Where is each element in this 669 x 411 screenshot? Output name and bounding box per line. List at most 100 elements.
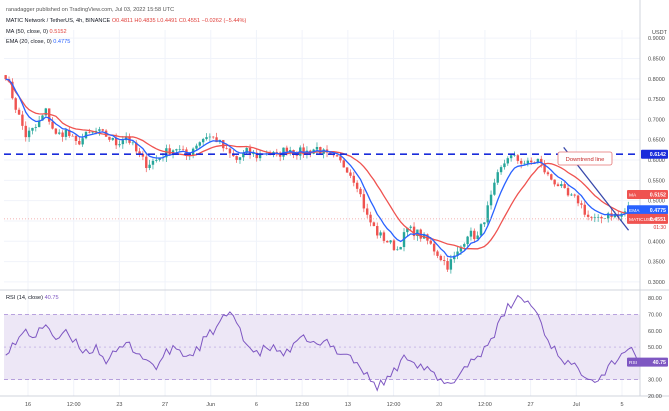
candle-body (71, 135, 74, 137)
rsi-tick-label: 50.00 (648, 345, 662, 351)
candle-body (54, 128, 58, 134)
candle-body (51, 121, 54, 129)
time-tick-label: 16 (25, 402, 31, 408)
candle-body (24, 125, 27, 138)
candle-body (14, 98, 17, 110)
candle-body (463, 244, 466, 247)
candle-body (242, 152, 245, 158)
ma-legend[interactable]: MA (50, close, 0) 0.5152 (6, 29, 67, 35)
candle-body (506, 158, 509, 164)
rsi-tick-label: 80.00 (648, 296, 662, 302)
rsi-tick-label: 20.00 (648, 394, 662, 400)
candle-body (101, 129, 104, 131)
candle-body (489, 194, 493, 206)
candle-body (550, 174, 553, 180)
candle-body (553, 179, 556, 185)
overlays: Downtrend line (4, 147, 640, 231)
candle-body (573, 194, 576, 196)
candle-body (345, 167, 349, 173)
rsi-tick-label: 60.00 (648, 329, 662, 335)
ma-price-tag: MA 0.5152 (627, 189, 668, 199)
time-tick-label: 13 (345, 402, 351, 408)
candle-body (34, 127, 38, 128)
ma-price-tag-bg (627, 189, 668, 199)
ma-price-tag-label: MA (629, 192, 637, 198)
ema-legend[interactable]: EMA (20, close, 0) 0.4775 (6, 39, 70, 45)
candle-body (429, 240, 432, 244)
candle-body (580, 203, 583, 205)
candle-body (27, 130, 31, 138)
candle-body (145, 156, 148, 169)
candle-body (78, 141, 81, 145)
candle-body (252, 152, 255, 155)
price-tick-label: 0.6500 (648, 138, 665, 144)
candle-body (530, 160, 533, 163)
candle-body (275, 151, 279, 153)
candle-body (175, 149, 178, 151)
candle-body (570, 194, 573, 196)
candle-body (523, 163, 526, 165)
candle-body (258, 153, 262, 159)
candle-body (473, 230, 476, 240)
candle-body (459, 246, 463, 252)
candle-body (359, 188, 362, 195)
rsi-legend-label: RSI (14, close) (6, 295, 43, 301)
candle-body (131, 142, 135, 144)
time-tick-label: Jul (573, 402, 580, 408)
candle-body (355, 182, 359, 189)
candle-body (121, 140, 125, 145)
candle-body (108, 136, 111, 140)
rsi-tick-label: 30.00 (648, 378, 662, 384)
candle-body (483, 222, 486, 225)
support-price-tag-bg (641, 149, 668, 159)
rsi-legend[interactable]: RSI (14, close) 40.75 (6, 295, 59, 301)
candle-body (255, 152, 258, 159)
candle-body (586, 214, 590, 217)
candle-body (148, 164, 151, 169)
price-tick-label: 0.3500 (648, 260, 665, 266)
rsi-value-tag-value: 40.75 (653, 360, 666, 366)
support-price-tag: 0.6142 (641, 149, 668, 159)
candle-body (442, 260, 446, 261)
price-tick-label: 0.5000 (648, 199, 665, 205)
candle-body (556, 184, 560, 187)
candle-body (590, 216, 593, 218)
candle-body (446, 260, 449, 270)
ma-legend-value: 0.5152 (49, 29, 67, 35)
candle-body (436, 251, 439, 256)
annotation-text: Downtrend line (566, 157, 605, 163)
candle-body (600, 216, 603, 219)
candle-body (61, 132, 64, 137)
candle-body (201, 139, 205, 143)
candle-body (11, 81, 14, 99)
time-tick-label: 5 (620, 402, 623, 408)
candle-body (165, 148, 168, 158)
candle-body (222, 140, 225, 149)
candle-body (302, 147, 305, 155)
ema-price-tag-bg (627, 205, 668, 215)
candle-body (339, 156, 342, 161)
candle-body (583, 204, 586, 215)
candle-body (362, 194, 366, 209)
candle-body (208, 136, 212, 138)
rsi-pane (4, 294, 640, 392)
candle-body (386, 240, 389, 243)
time-tick-label: 12:00 (387, 402, 401, 408)
support-price-tag-value: 0.6142 (650, 152, 666, 158)
candle-body (476, 235, 479, 240)
candle-body (596, 216, 600, 218)
candle-body (382, 232, 386, 241)
candle-body (205, 137, 208, 140)
publisher-line: ranadagger published on TradingView.com,… (6, 7, 175, 13)
indicators (5, 78, 639, 258)
candle-body (543, 163, 546, 173)
candle-body (37, 120, 41, 128)
last-price-tag-label: MATICUSDT (629, 217, 657, 223)
candle-body (365, 208, 369, 215)
candle-body (566, 188, 570, 196)
candle-body (118, 144, 121, 146)
candle-body (64, 129, 68, 137)
